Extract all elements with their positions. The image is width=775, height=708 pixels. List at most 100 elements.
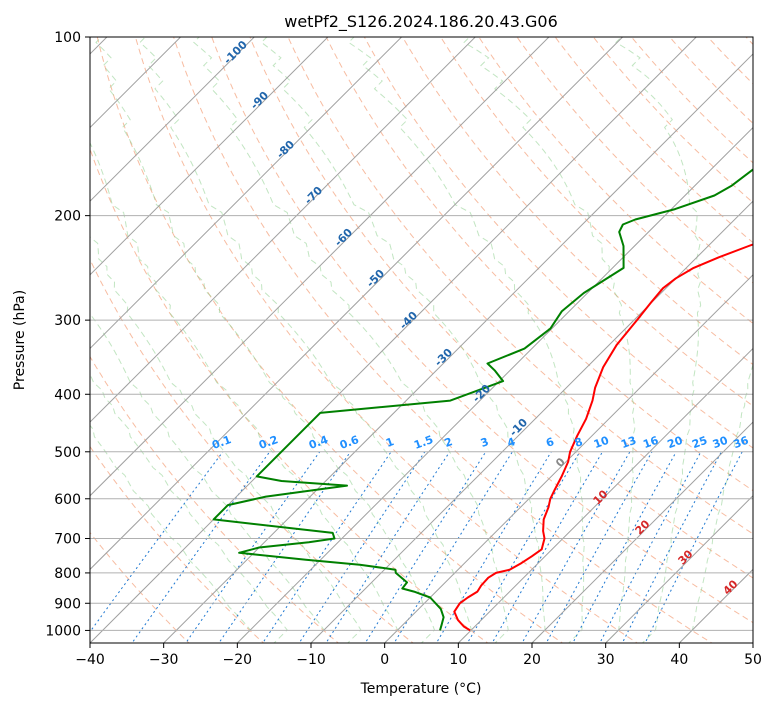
dry-adiabat (287, 37, 753, 535)
y-axis-title: Pressure (hPa) (12, 290, 28, 390)
mixing-ratio-label: 16 (641, 434, 660, 452)
y-tick-label: 100 (54, 30, 81, 46)
mixing-ratio-label: 1 (384, 435, 396, 450)
dry-adiabat (90, 531, 190, 643)
moist-adiabat (678, 362, 753, 643)
dry-adiabat (249, 37, 753, 579)
moist-adiabat (193, 37, 509, 643)
y-tick-label: 900 (54, 596, 81, 612)
plot-frame (89, 36, 754, 644)
mixing-ratio-label: 3 (479, 435, 491, 450)
moist-adiabat-label: -30 (432, 346, 455, 369)
isotherm-line (90, 37, 403, 350)
dry-adiabat (554, 37, 753, 244)
dry-adiabat (592, 37, 753, 204)
mixing-ratio-line (621, 451, 722, 643)
moist-adiabat (90, 119, 399, 643)
mixing-ratio-line (599, 451, 702, 643)
dry-adiabat (745, 37, 753, 46)
x-tick-label: 30 (597, 652, 615, 668)
x-tick-label: 50 (744, 652, 762, 668)
mixing-ratio-line (521, 451, 631, 643)
x-tick-label: 0 (380, 652, 389, 668)
dewpoint-profile-line (212, 168, 753, 631)
dry-adiabat (402, 37, 753, 407)
mixing-ratio-label: 13 (619, 434, 638, 451)
dry-adiabat-label: 10 (591, 487, 611, 507)
dry-adiabat (516, 37, 753, 284)
dry-adiabat (669, 37, 753, 124)
isotherm-line (457, 347, 753, 643)
mixing-ratio-line (90, 451, 224, 633)
moist-adiabat-label: -80 (274, 138, 297, 161)
mixing-ratio-line (644, 451, 743, 643)
dry-adiabat (363, 37, 753, 449)
mixing-ratio-label: 10 (592, 434, 611, 452)
mixing-ratio-label: 0.4 (307, 433, 330, 452)
mixing-ratio-label: 20 (666, 434, 685, 452)
dry-adiabat (440, 37, 753, 366)
mixing-ratio-label: 30 (711, 434, 730, 452)
y-tick-label: 1000 (45, 623, 81, 639)
mixing-ratio-line (185, 451, 321, 643)
moist-adiabat (260, 37, 546, 643)
mixing-ratio-label: 25 (690, 434, 709, 451)
x-tick-label: 20 (523, 652, 541, 668)
mixing-ratio-label: 2 (443, 435, 455, 450)
moist-adiabat (347, 37, 585, 643)
x-tick-label: −40 (75, 652, 105, 668)
x-tick-label: −30 (149, 652, 179, 668)
line-labels: -100-90-80-70-60-50-40-30-20-100.1 0.2 0.4… (210, 38, 750, 598)
dry-adiabat (90, 147, 489, 643)
moist-adiabat-label: -90 (248, 89, 271, 112)
mixing-ratio-line (364, 451, 487, 643)
isotherm-line (90, 37, 550, 497)
moist-adiabat (139, 37, 472, 643)
mixing-ratio-label: 1.5 (412, 433, 435, 452)
profile-lines (212, 168, 753, 632)
temperature-profile-line (453, 243, 753, 632)
mixing-ratio-label: 0.2 (257, 433, 280, 452)
dry-adiabat (134, 37, 638, 643)
y-tick-label: 800 (54, 566, 81, 582)
isotherm-line (90, 37, 476, 423)
grid-lines (90, 37, 753, 643)
moist-adiabat (90, 304, 325, 643)
y-tick-label: 500 (54, 445, 81, 461)
moist-adiabat-label: -60 (332, 226, 355, 249)
x-axis: −40 −30 −20 −10 0 10 20 30 40 50 (75, 643, 762, 668)
mixing-ratio-label: 4 (505, 435, 517, 450)
mixing-ratio-label: 36 (732, 434, 751, 452)
isotherm-line (90, 37, 255, 202)
background-lines (90, 37, 753, 643)
y-tick-label: 400 (54, 387, 81, 403)
isotherm-line (531, 421, 753, 643)
moist-adiabat (90, 424, 252, 643)
y-axis: 100 200 300 400 500 600 700 800 900 1000 (45, 30, 90, 639)
x-tick-label: 10 (449, 652, 467, 668)
isotherm-line (162, 53, 753, 643)
moist-adiabat (463, 37, 636, 643)
mixing-ratio-line (325, 451, 451, 643)
dry-adiabat (630, 37, 753, 164)
x-tick-label: 40 (670, 652, 688, 668)
isotherm-line (383, 274, 753, 643)
mixing-ratio-label: 6 (544, 435, 556, 450)
isotherm-line (678, 568, 753, 643)
dry-adiabat (478, 37, 753, 325)
y-tick-label: 300 (54, 313, 81, 329)
dry-adiabat (325, 37, 753, 492)
isotherm-line (90, 37, 697, 643)
moist-adiabat (90, 372, 288, 643)
moist-adiabat-label: -50 (364, 267, 387, 290)
x-tick-label: −10 (296, 652, 326, 668)
y-tick-label: 600 (54, 492, 81, 508)
mixing-ratio-line (466, 451, 581, 643)
isotherm-line (310, 200, 753, 643)
dry-adiabat-label: 40 (721, 577, 741, 597)
dry-adiabat-label: 30 (676, 547, 696, 567)
dry-adiabat (96, 37, 564, 643)
isotherm-line (236, 126, 753, 643)
isotherm-line (90, 37, 624, 571)
